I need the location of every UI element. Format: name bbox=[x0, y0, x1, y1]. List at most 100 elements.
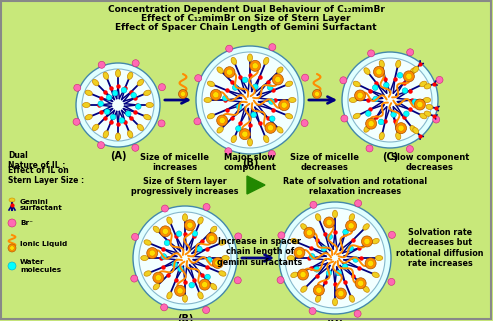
Circle shape bbox=[73, 118, 80, 125]
Ellipse shape bbox=[353, 113, 360, 119]
Circle shape bbox=[226, 45, 233, 52]
Ellipse shape bbox=[424, 111, 431, 116]
Circle shape bbox=[300, 272, 306, 278]
Ellipse shape bbox=[263, 135, 269, 143]
Ellipse shape bbox=[103, 72, 108, 79]
Ellipse shape bbox=[420, 81, 427, 87]
Ellipse shape bbox=[423, 98, 431, 102]
Ellipse shape bbox=[103, 131, 108, 138]
Circle shape bbox=[365, 111, 371, 116]
Ellipse shape bbox=[288, 98, 296, 102]
Circle shape bbox=[225, 148, 232, 155]
Circle shape bbox=[395, 123, 407, 134]
Circle shape bbox=[155, 275, 161, 281]
Ellipse shape bbox=[182, 295, 187, 302]
Circle shape bbox=[239, 129, 250, 140]
Circle shape bbox=[172, 262, 177, 267]
Circle shape bbox=[298, 269, 309, 280]
Circle shape bbox=[236, 104, 242, 109]
Circle shape bbox=[310, 201, 317, 208]
Text: Effect of Spacer Chain Length of Gemini Surfactant: Effect of Spacer Chain Length of Gemini … bbox=[115, 23, 377, 32]
Circle shape bbox=[184, 220, 195, 231]
Circle shape bbox=[378, 119, 384, 125]
Circle shape bbox=[133, 206, 237, 310]
Ellipse shape bbox=[153, 226, 160, 232]
Ellipse shape bbox=[372, 239, 379, 244]
Circle shape bbox=[139, 212, 231, 304]
Ellipse shape bbox=[115, 70, 120, 77]
Circle shape bbox=[309, 308, 316, 315]
Circle shape bbox=[388, 231, 395, 239]
Circle shape bbox=[209, 235, 214, 241]
Circle shape bbox=[326, 220, 332, 225]
Circle shape bbox=[224, 67, 235, 78]
Text: Gemini
surfactant: Gemini surfactant bbox=[20, 198, 63, 212]
Ellipse shape bbox=[9, 198, 15, 202]
Text: Concentration Dependent Dual Behaviour of C₁₂mimBr: Concentration Dependent Dual Behaviour o… bbox=[107, 5, 385, 14]
Ellipse shape bbox=[410, 68, 416, 74]
Circle shape bbox=[374, 66, 385, 77]
Ellipse shape bbox=[420, 113, 427, 119]
Ellipse shape bbox=[211, 226, 217, 232]
Circle shape bbox=[219, 117, 225, 124]
Circle shape bbox=[180, 91, 185, 97]
Circle shape bbox=[388, 278, 395, 285]
Circle shape bbox=[222, 95, 228, 101]
Circle shape bbox=[98, 61, 105, 68]
Circle shape bbox=[403, 71, 414, 82]
Circle shape bbox=[323, 217, 335, 228]
Circle shape bbox=[368, 121, 374, 127]
Circle shape bbox=[267, 85, 273, 90]
Text: Major slow
component: Major slow component bbox=[223, 153, 277, 172]
Circle shape bbox=[365, 258, 376, 269]
Circle shape bbox=[270, 116, 275, 122]
Ellipse shape bbox=[137, 124, 143, 131]
Ellipse shape bbox=[316, 295, 321, 302]
Circle shape bbox=[354, 90, 366, 101]
Circle shape bbox=[160, 226, 171, 237]
Circle shape bbox=[178, 266, 183, 272]
Ellipse shape bbox=[137, 79, 143, 86]
Circle shape bbox=[149, 250, 155, 256]
Circle shape bbox=[278, 232, 285, 239]
Circle shape bbox=[294, 247, 305, 258]
Ellipse shape bbox=[291, 239, 298, 244]
Text: Water
molecules: Water molecules bbox=[20, 259, 61, 273]
Polygon shape bbox=[247, 176, 265, 194]
Circle shape bbox=[232, 85, 238, 90]
Circle shape bbox=[268, 125, 274, 131]
Ellipse shape bbox=[375, 256, 383, 261]
Circle shape bbox=[105, 109, 110, 115]
Circle shape bbox=[417, 101, 423, 108]
Circle shape bbox=[197, 246, 202, 252]
Circle shape bbox=[357, 280, 364, 286]
Circle shape bbox=[301, 120, 308, 126]
Circle shape bbox=[176, 231, 182, 237]
Circle shape bbox=[132, 144, 139, 151]
Ellipse shape bbox=[211, 283, 217, 290]
Circle shape bbox=[126, 111, 131, 117]
Circle shape bbox=[391, 112, 396, 117]
Circle shape bbox=[106, 95, 112, 100]
Ellipse shape bbox=[153, 283, 160, 290]
Circle shape bbox=[376, 69, 382, 75]
Ellipse shape bbox=[231, 135, 237, 143]
Ellipse shape bbox=[146, 102, 153, 108]
Ellipse shape bbox=[349, 98, 357, 102]
Circle shape bbox=[412, 99, 418, 105]
Circle shape bbox=[202, 282, 208, 288]
Circle shape bbox=[315, 91, 319, 97]
Text: Effect of IL on
Stern Layer Size :: Effect of IL on Stern Layer Size : bbox=[8, 166, 84, 186]
Circle shape bbox=[342, 52, 438, 148]
Ellipse shape bbox=[426, 104, 433, 109]
Circle shape bbox=[316, 287, 322, 293]
Text: Size of micelle
increases: Size of micelle increases bbox=[141, 153, 210, 172]
Circle shape bbox=[158, 84, 166, 91]
Text: (B): (B) bbox=[242, 158, 258, 168]
Ellipse shape bbox=[143, 90, 151, 96]
Circle shape bbox=[343, 229, 349, 235]
Text: (D): (D) bbox=[326, 318, 344, 321]
Circle shape bbox=[285, 208, 385, 308]
Circle shape bbox=[346, 220, 356, 231]
Circle shape bbox=[268, 151, 276, 157]
